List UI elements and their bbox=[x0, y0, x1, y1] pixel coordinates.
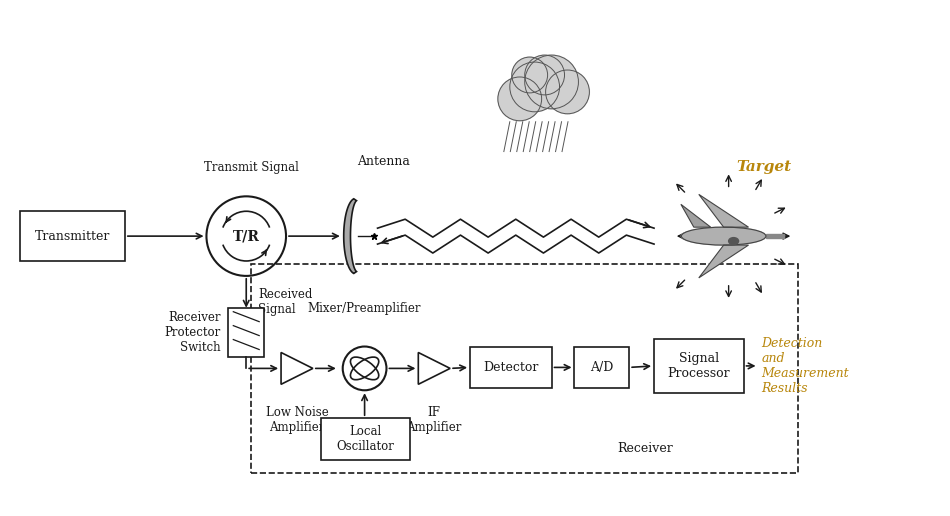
Text: Low Noise
Amplifier: Low Noise Amplifier bbox=[266, 406, 329, 434]
Ellipse shape bbox=[729, 237, 738, 245]
Text: T/R: T/R bbox=[233, 229, 259, 243]
Text: Detection
and
Measurement
Results: Detection and Measurement Results bbox=[762, 337, 849, 395]
Polygon shape bbox=[681, 204, 711, 227]
FancyArrow shape bbox=[767, 234, 785, 238]
Bar bbox=[228, 308, 264, 358]
Polygon shape bbox=[281, 352, 313, 384]
Ellipse shape bbox=[681, 227, 766, 245]
Polygon shape bbox=[699, 245, 749, 278]
Circle shape bbox=[524, 55, 579, 109]
Text: Received
Signal: Received Signal bbox=[258, 288, 313, 316]
Bar bbox=[575, 347, 629, 389]
Text: Transmitter: Transmitter bbox=[35, 230, 110, 243]
Text: Target: Target bbox=[736, 160, 791, 174]
Text: Detector: Detector bbox=[484, 361, 539, 374]
Circle shape bbox=[512, 57, 547, 93]
Polygon shape bbox=[699, 195, 749, 227]
Polygon shape bbox=[418, 352, 450, 384]
Circle shape bbox=[545, 70, 589, 114]
Text: Mixer/Preamplifier: Mixer/Preamplifier bbox=[308, 302, 422, 315]
Circle shape bbox=[498, 77, 542, 121]
Text: Antenna: Antenna bbox=[357, 155, 410, 169]
Bar bbox=[654, 338, 744, 393]
Text: Local
Oscillator: Local Oscillator bbox=[336, 425, 394, 453]
Text: Signal
Processor: Signal Processor bbox=[668, 352, 731, 380]
Circle shape bbox=[510, 62, 560, 112]
Text: A/D: A/D bbox=[590, 361, 614, 374]
Bar bbox=[321, 418, 410, 460]
PathPatch shape bbox=[344, 199, 356, 273]
Text: Receiver
Protector
Switch: Receiver Protector Switch bbox=[164, 311, 220, 354]
Text: IF
Amplifier: IF Amplifier bbox=[407, 406, 462, 434]
Bar bbox=[470, 347, 552, 389]
Bar bbox=[251, 264, 798, 473]
Circle shape bbox=[524, 55, 564, 95]
Bar bbox=[21, 211, 124, 261]
Text: Transmit Signal: Transmit Signal bbox=[203, 162, 298, 174]
Text: Receiver: Receiver bbox=[618, 442, 673, 455]
